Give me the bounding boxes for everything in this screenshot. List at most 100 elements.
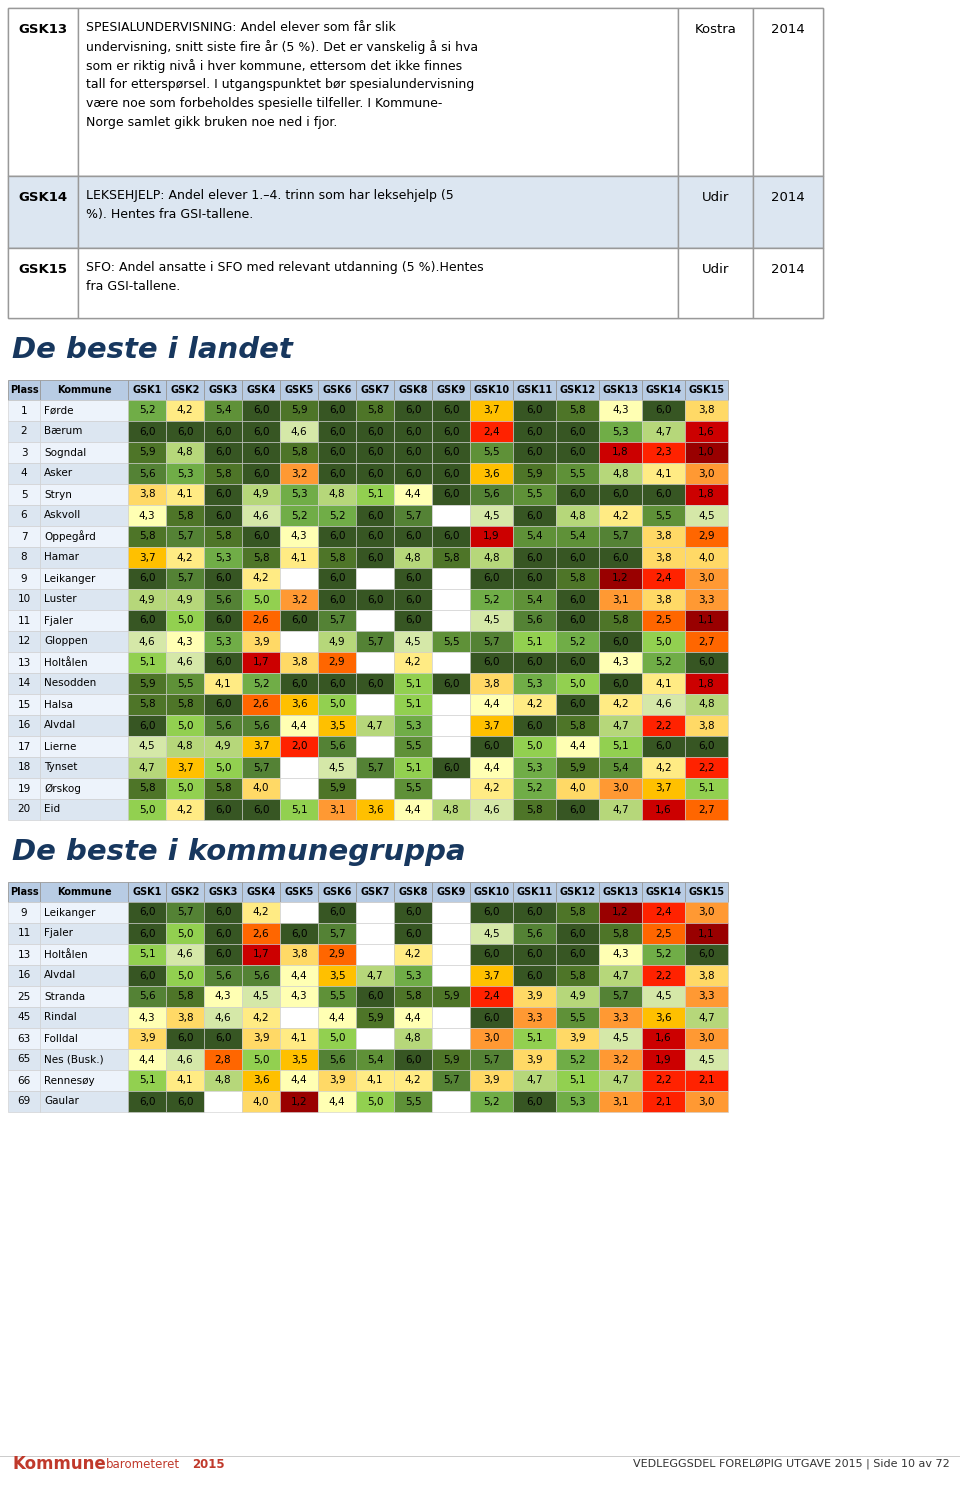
Text: 5,9: 5,9 [138, 447, 156, 458]
Bar [642, 588, 685, 609]
Text: 4,2: 4,2 [483, 783, 500, 794]
Text: 3,0: 3,0 [483, 1033, 500, 1043]
Bar [642, 883, 685, 902]
Bar [204, 632, 242, 652]
Bar [556, 987, 599, 1008]
Bar [432, 883, 470, 902]
Bar [470, 715, 513, 736]
Bar [280, 987, 318, 1008]
Bar [8, 632, 40, 652]
Text: Hamar: Hamar [44, 553, 79, 563]
Bar [394, 799, 432, 820]
Text: 5,2: 5,2 [291, 511, 307, 520]
Text: 6,0: 6,0 [526, 721, 542, 731]
Bar [280, 526, 318, 547]
Bar [128, 715, 166, 736]
Bar [599, 380, 642, 400]
Bar [166, 883, 204, 902]
Text: 4,1: 4,1 [177, 1076, 193, 1085]
Text: 6,0: 6,0 [177, 426, 193, 437]
Bar [394, 505, 432, 526]
Text: 4,1: 4,1 [655, 468, 672, 478]
Text: 4,3: 4,3 [612, 406, 629, 416]
Bar [40, 902, 128, 923]
Bar [8, 987, 40, 1008]
Text: 4,5: 4,5 [698, 511, 715, 520]
Text: 5,1: 5,1 [367, 489, 383, 499]
Text: 6,0: 6,0 [526, 908, 542, 917]
Bar [685, 588, 728, 609]
Bar [599, 609, 642, 632]
Text: De beste i kommunegruppa: De beste i kommunegruppa [12, 838, 466, 866]
Bar [470, 652, 513, 673]
Text: 6,0: 6,0 [215, 929, 231, 939]
Bar [599, 400, 642, 421]
Bar [470, 421, 513, 441]
Bar [242, 505, 280, 526]
Bar [685, 756, 728, 779]
Text: Gloppen: Gloppen [44, 636, 87, 646]
Text: 5,7: 5,7 [177, 908, 193, 917]
Bar [242, 987, 280, 1008]
Text: 4,7: 4,7 [612, 721, 629, 731]
Bar [470, 380, 513, 400]
Text: 5,8: 5,8 [569, 721, 586, 731]
Bar [280, 421, 318, 441]
Text: 4,8: 4,8 [443, 804, 459, 814]
Bar [556, 441, 599, 464]
Text: GSK7: GSK7 [360, 887, 390, 898]
Text: 5,1: 5,1 [569, 1076, 586, 1085]
Bar [556, 400, 599, 421]
Text: 4,2: 4,2 [405, 1076, 421, 1085]
Bar [242, 609, 280, 632]
Bar [318, 1028, 356, 1049]
Text: 2,3: 2,3 [655, 447, 672, 458]
Bar [8, 883, 40, 902]
Bar [280, 964, 318, 987]
Text: 5,2: 5,2 [483, 1097, 500, 1107]
Bar [128, 1091, 166, 1112]
Bar [394, 964, 432, 987]
Bar [356, 673, 394, 694]
Text: 12: 12 [17, 636, 31, 646]
Bar [166, 484, 204, 505]
Text: 4,7: 4,7 [138, 762, 156, 773]
Text: Udir: Udir [702, 263, 730, 276]
Text: 5,7: 5,7 [443, 1076, 459, 1085]
Bar [8, 1070, 40, 1091]
Bar [78, 175, 678, 248]
Bar [432, 441, 470, 464]
Bar [166, 547, 204, 568]
Bar [642, 1070, 685, 1091]
Bar [642, 1049, 685, 1070]
Bar [8, 673, 40, 694]
Text: GSK14: GSK14 [645, 887, 682, 898]
Bar [642, 944, 685, 964]
Bar [599, 547, 642, 568]
Text: 2014: 2014 [771, 22, 804, 36]
Text: 6,0: 6,0 [405, 574, 421, 584]
Bar [599, 673, 642, 694]
Bar [470, 568, 513, 588]
Text: 5,1: 5,1 [405, 762, 421, 773]
Text: 6,0: 6,0 [569, 426, 586, 437]
Bar [356, 588, 394, 609]
Bar [642, 484, 685, 505]
Bar [280, 944, 318, 964]
Bar [166, 799, 204, 820]
Text: 7: 7 [21, 532, 27, 541]
Text: 5,6: 5,6 [328, 742, 346, 752]
Bar [556, 547, 599, 568]
Text: 5,8: 5,8 [138, 783, 156, 794]
Text: 3,7: 3,7 [483, 970, 500, 981]
Text: 5,8: 5,8 [215, 532, 231, 541]
Text: 6,0: 6,0 [443, 532, 459, 541]
Text: 6,0: 6,0 [139, 721, 156, 731]
Bar [556, 632, 599, 652]
Text: 4,4: 4,4 [328, 1097, 346, 1107]
Text: 6,0: 6,0 [405, 908, 421, 917]
Text: 4,3: 4,3 [138, 1012, 156, 1022]
Text: 6,0: 6,0 [526, 1097, 542, 1107]
Bar [642, 799, 685, 820]
Bar [556, 779, 599, 799]
